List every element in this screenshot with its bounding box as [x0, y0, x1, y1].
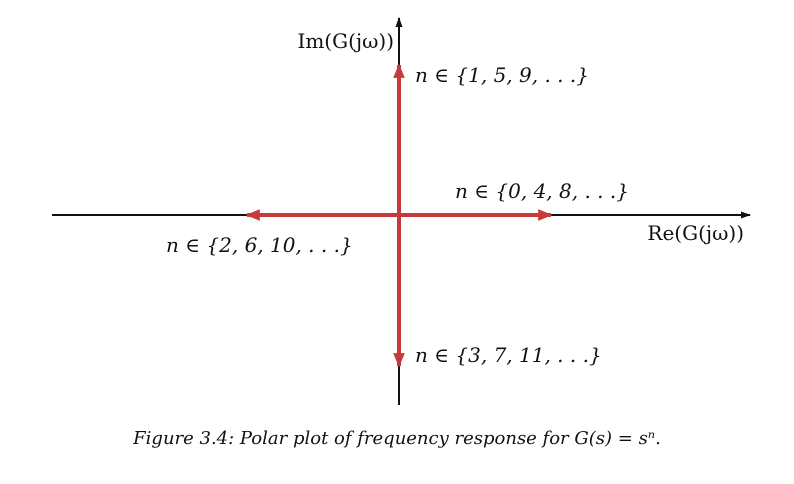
real-axis-label: Re(G(jω))	[647, 221, 744, 245]
imaginary-axis-label: Im(G(jω))	[297, 29, 394, 53]
branch-label-up: n ∈ {1, 5, 9, . . .}	[415, 63, 589, 87]
branch-label-right: n ∈ {0, 4, 8, . . .}	[455, 179, 629, 203]
branch-label-down: n ∈ {3, 7, 11, . . .}	[415, 343, 602, 367]
branch-label-left: n ∈ {2, 6, 10, . . .}	[166, 233, 353, 257]
figure-caption: Figure 3.4: Polar plot of frequency resp…	[133, 428, 661, 449]
